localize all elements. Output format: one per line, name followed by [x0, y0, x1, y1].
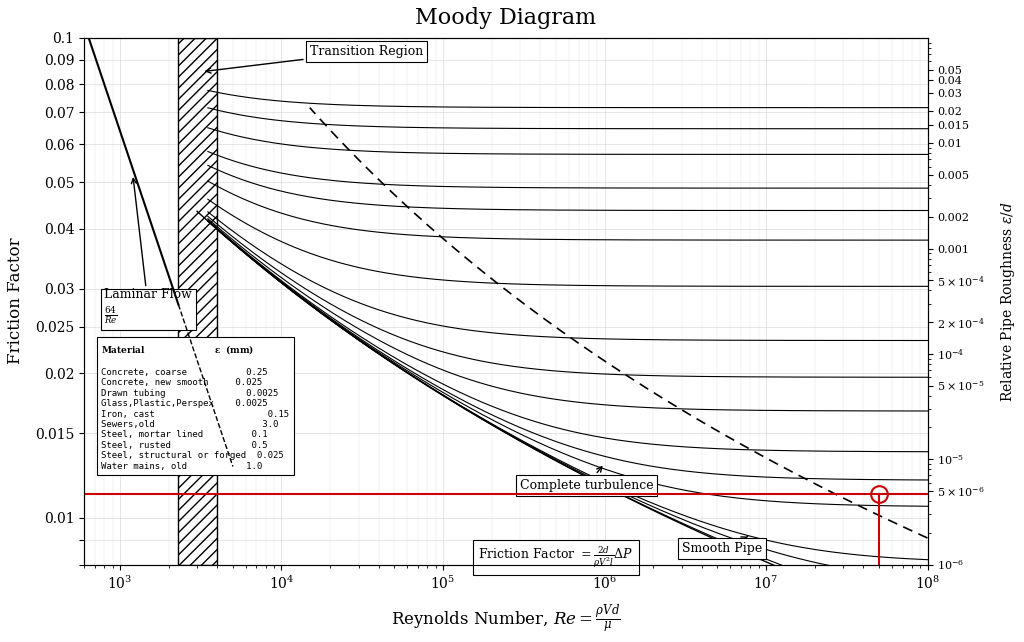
Bar [178, 38, 217, 564]
X-axis label: Reynolds Number, $Re = \frac{\rho V d}{\mu}$: Reynolds Number, $Re = \frac{\rho V d}{\… [391, 603, 621, 635]
Text: Friction Factor $= \frac{2d}{\rho V^2 l}\Delta P$: Friction Factor $= \frac{2d}{\rho V^2 l}… [478, 545, 634, 570]
Y-axis label: Friction Factor: Friction Factor [7, 238, 24, 365]
Text: Complete turbulence: Complete turbulence [520, 467, 653, 492]
Text: Laminar Flow
$\frac{64}{Re}$: Laminar Flow $\frac{64}{Re}$ [104, 178, 193, 326]
Title: Moody Diagram: Moody Diagram [416, 7, 596, 29]
Text: Transition Region: Transition Region [206, 45, 423, 73]
Text: Smooth Pipe: Smooth Pipe [682, 537, 762, 555]
Y-axis label: Relative Pipe Roughness $\varepsilon/d$: Relative Pipe Roughness $\varepsilon/d$ [999, 201, 1017, 402]
Text: $\bf{Material}$             $\bf{\varepsilon}$ $\bf{(mm)}$

Concrete, coarse    : $\bf{Material}$ $\bf{\varepsilon}$ $\bf{… [101, 343, 289, 471]
